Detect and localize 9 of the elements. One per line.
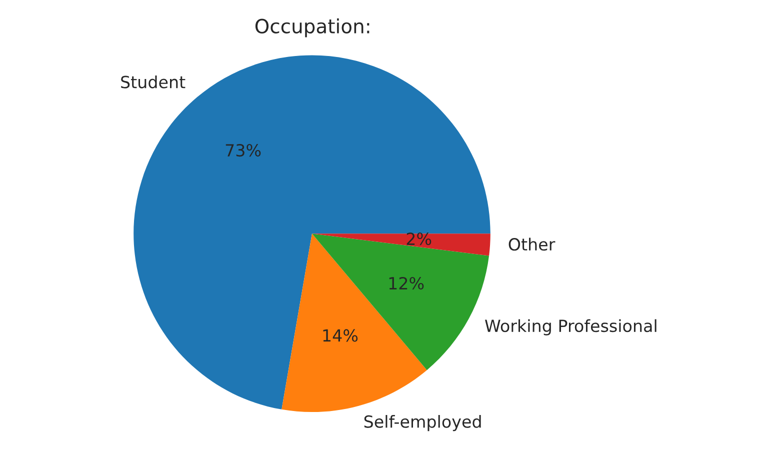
slice-label: Other [508,238,556,251]
data-label: 73% [226,144,261,157]
chart-title: Occupation: [255,18,370,38]
slice-label: Self-employed [364,414,481,432]
slice-label: Student [121,75,186,88]
data-label: 14% [323,329,358,342]
slice-label: Working Professional [485,319,656,336]
data-label: 2% [406,232,432,246]
data-label: 12% [389,276,424,290]
